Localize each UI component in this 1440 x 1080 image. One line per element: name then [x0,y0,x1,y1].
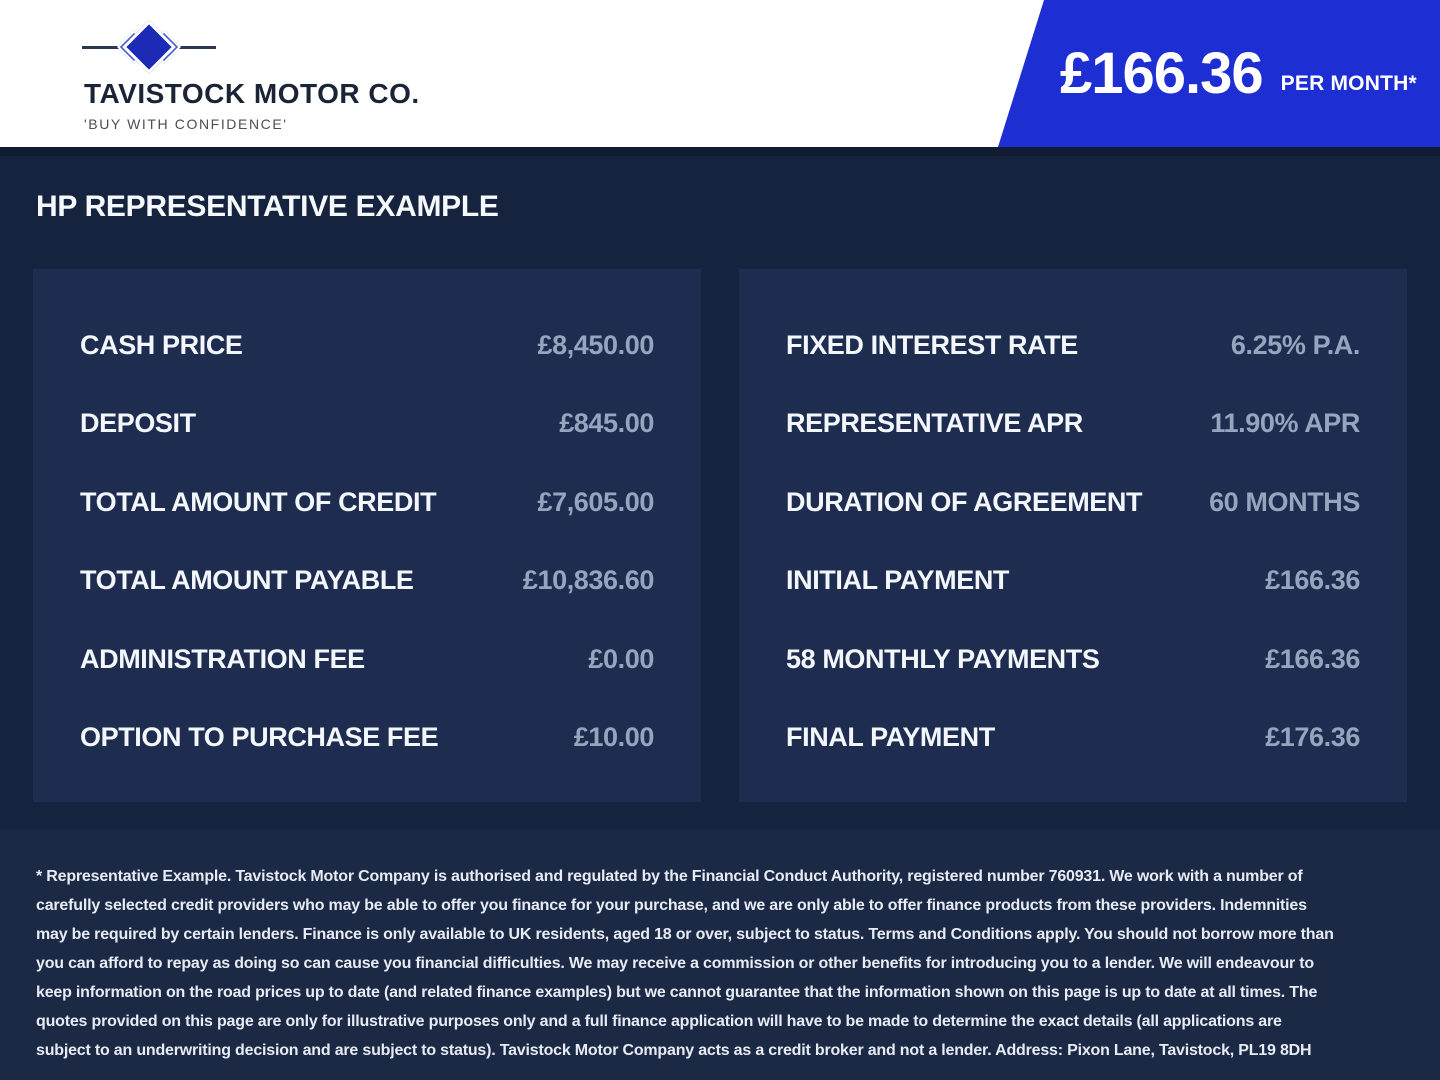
row-duration-of-agreement: DURATION OF AGREEMENT 60 MONTHS [786,463,1360,542]
page-title: HP REPRESENTATIVE EXAMPLE [36,190,499,223]
logo-line-right [178,45,216,49]
monthly-price: £166.36 [1060,41,1264,106]
row-initial-payment: INITIAL PAYMENT £166.36 [786,542,1360,621]
logo-line-left [82,45,120,49]
row-label: ADMINISTRATION FEE [80,643,365,674]
row-deposit: DEPOSIT £845.00 [80,385,654,464]
row-label: OPTION TO PURCHASE FEE [80,722,439,753]
row-label: DEPOSIT [80,408,196,439]
row-label: 58 MONTHLY PAYMENTS [786,643,1100,674]
row-value: £166.36 [1265,643,1360,674]
row-label: CASH PRICE [80,329,243,360]
row-value: 60 MONTHS [1209,486,1360,517]
footer-band: * Representative Example. Tavistock Moto… [0,830,1440,1080]
brand-name: TAVISTOCK MOTOR CO. [84,78,420,109]
row-value: £845.00 [559,408,654,439]
row-label: REPRESENTATIVE APR [786,408,1083,439]
header-divider [0,147,1440,156]
row-value: £8,450.00 [537,329,654,360]
row-value: £0.00 [588,643,654,674]
row-value: 6.25% P.A. [1230,329,1360,360]
finance-panel-right: FIXED INTEREST RATE 6.25% P.A. REPRESENT… [739,269,1407,802]
row-label: TOTAL AMOUNT PAYABLE [80,565,414,596]
row-final-payment: FINAL PAYMENT £176.36 [786,699,1360,778]
logo-center-diamond-icon [122,20,176,74]
monthly-price-suffix: PER MONTH* [1280,71,1417,95]
header-bar: TAVISTOCK MOTOR CO. 'BUY WITH CONFIDENCE… [0,0,1440,147]
row-cash-price: CASH PRICE £8,450.00 [80,306,654,385]
row-value: £7,605.00 [537,486,654,517]
row-option-to-purchase-fee: OPTION TO PURCHASE FEE £10.00 [80,699,654,778]
row-value: £166.36 [1265,565,1360,596]
row-administration-fee: ADMINISTRATION FEE £0.00 [80,620,654,699]
row-value: £10.00 [573,722,655,753]
monthly-price-banner: £166.36 PER MONTH* [998,0,1440,147]
row-value: 11.90% APR [1210,408,1360,439]
row-label: INITIAL PAYMENT [786,565,1010,596]
row-total-amount-payable: TOTAL AMOUNT PAYABLE £10,836.60 [80,542,654,621]
finance-panels: CASH PRICE £8,450.00 DEPOSIT £845.00 TOT… [33,269,1407,802]
row-label: FINAL PAYMENT [786,722,995,753]
row-representative-apr: REPRESENTATIVE APR 11.90% APR [786,385,1360,464]
logo-diamond-icon [82,18,420,76]
disclaimer-text: * Representative Example. Tavistock Moto… [36,868,1334,1059]
row-total-amount-of-credit: TOTAL AMOUNT OF CREDIT £7,605.00 [80,463,654,542]
row-value: £10,836.60 [522,565,655,596]
brand-tagline: 'BUY WITH CONFIDENCE' [84,116,288,132]
row-value: £176.36 [1265,722,1360,753]
row-label: DURATION OF AGREEMENT [786,486,1143,517]
row-fixed-interest-rate: FIXED INTEREST RATE 6.25% P.A. [786,306,1360,385]
row-label: TOTAL AMOUNT OF CREDIT [80,486,437,517]
row-58-monthly-payments: 58 MONTHLY PAYMENTS £166.36 [786,620,1360,699]
dealer-logo: TAVISTOCK MOTOR CO. 'BUY WITH CONFIDENCE… [82,18,420,132]
finance-panel-left: CASH PRICE £8,450.00 DEPOSIT £845.00 TOT… [33,269,701,802]
row-label: FIXED INTEREST RATE [786,329,1078,360]
